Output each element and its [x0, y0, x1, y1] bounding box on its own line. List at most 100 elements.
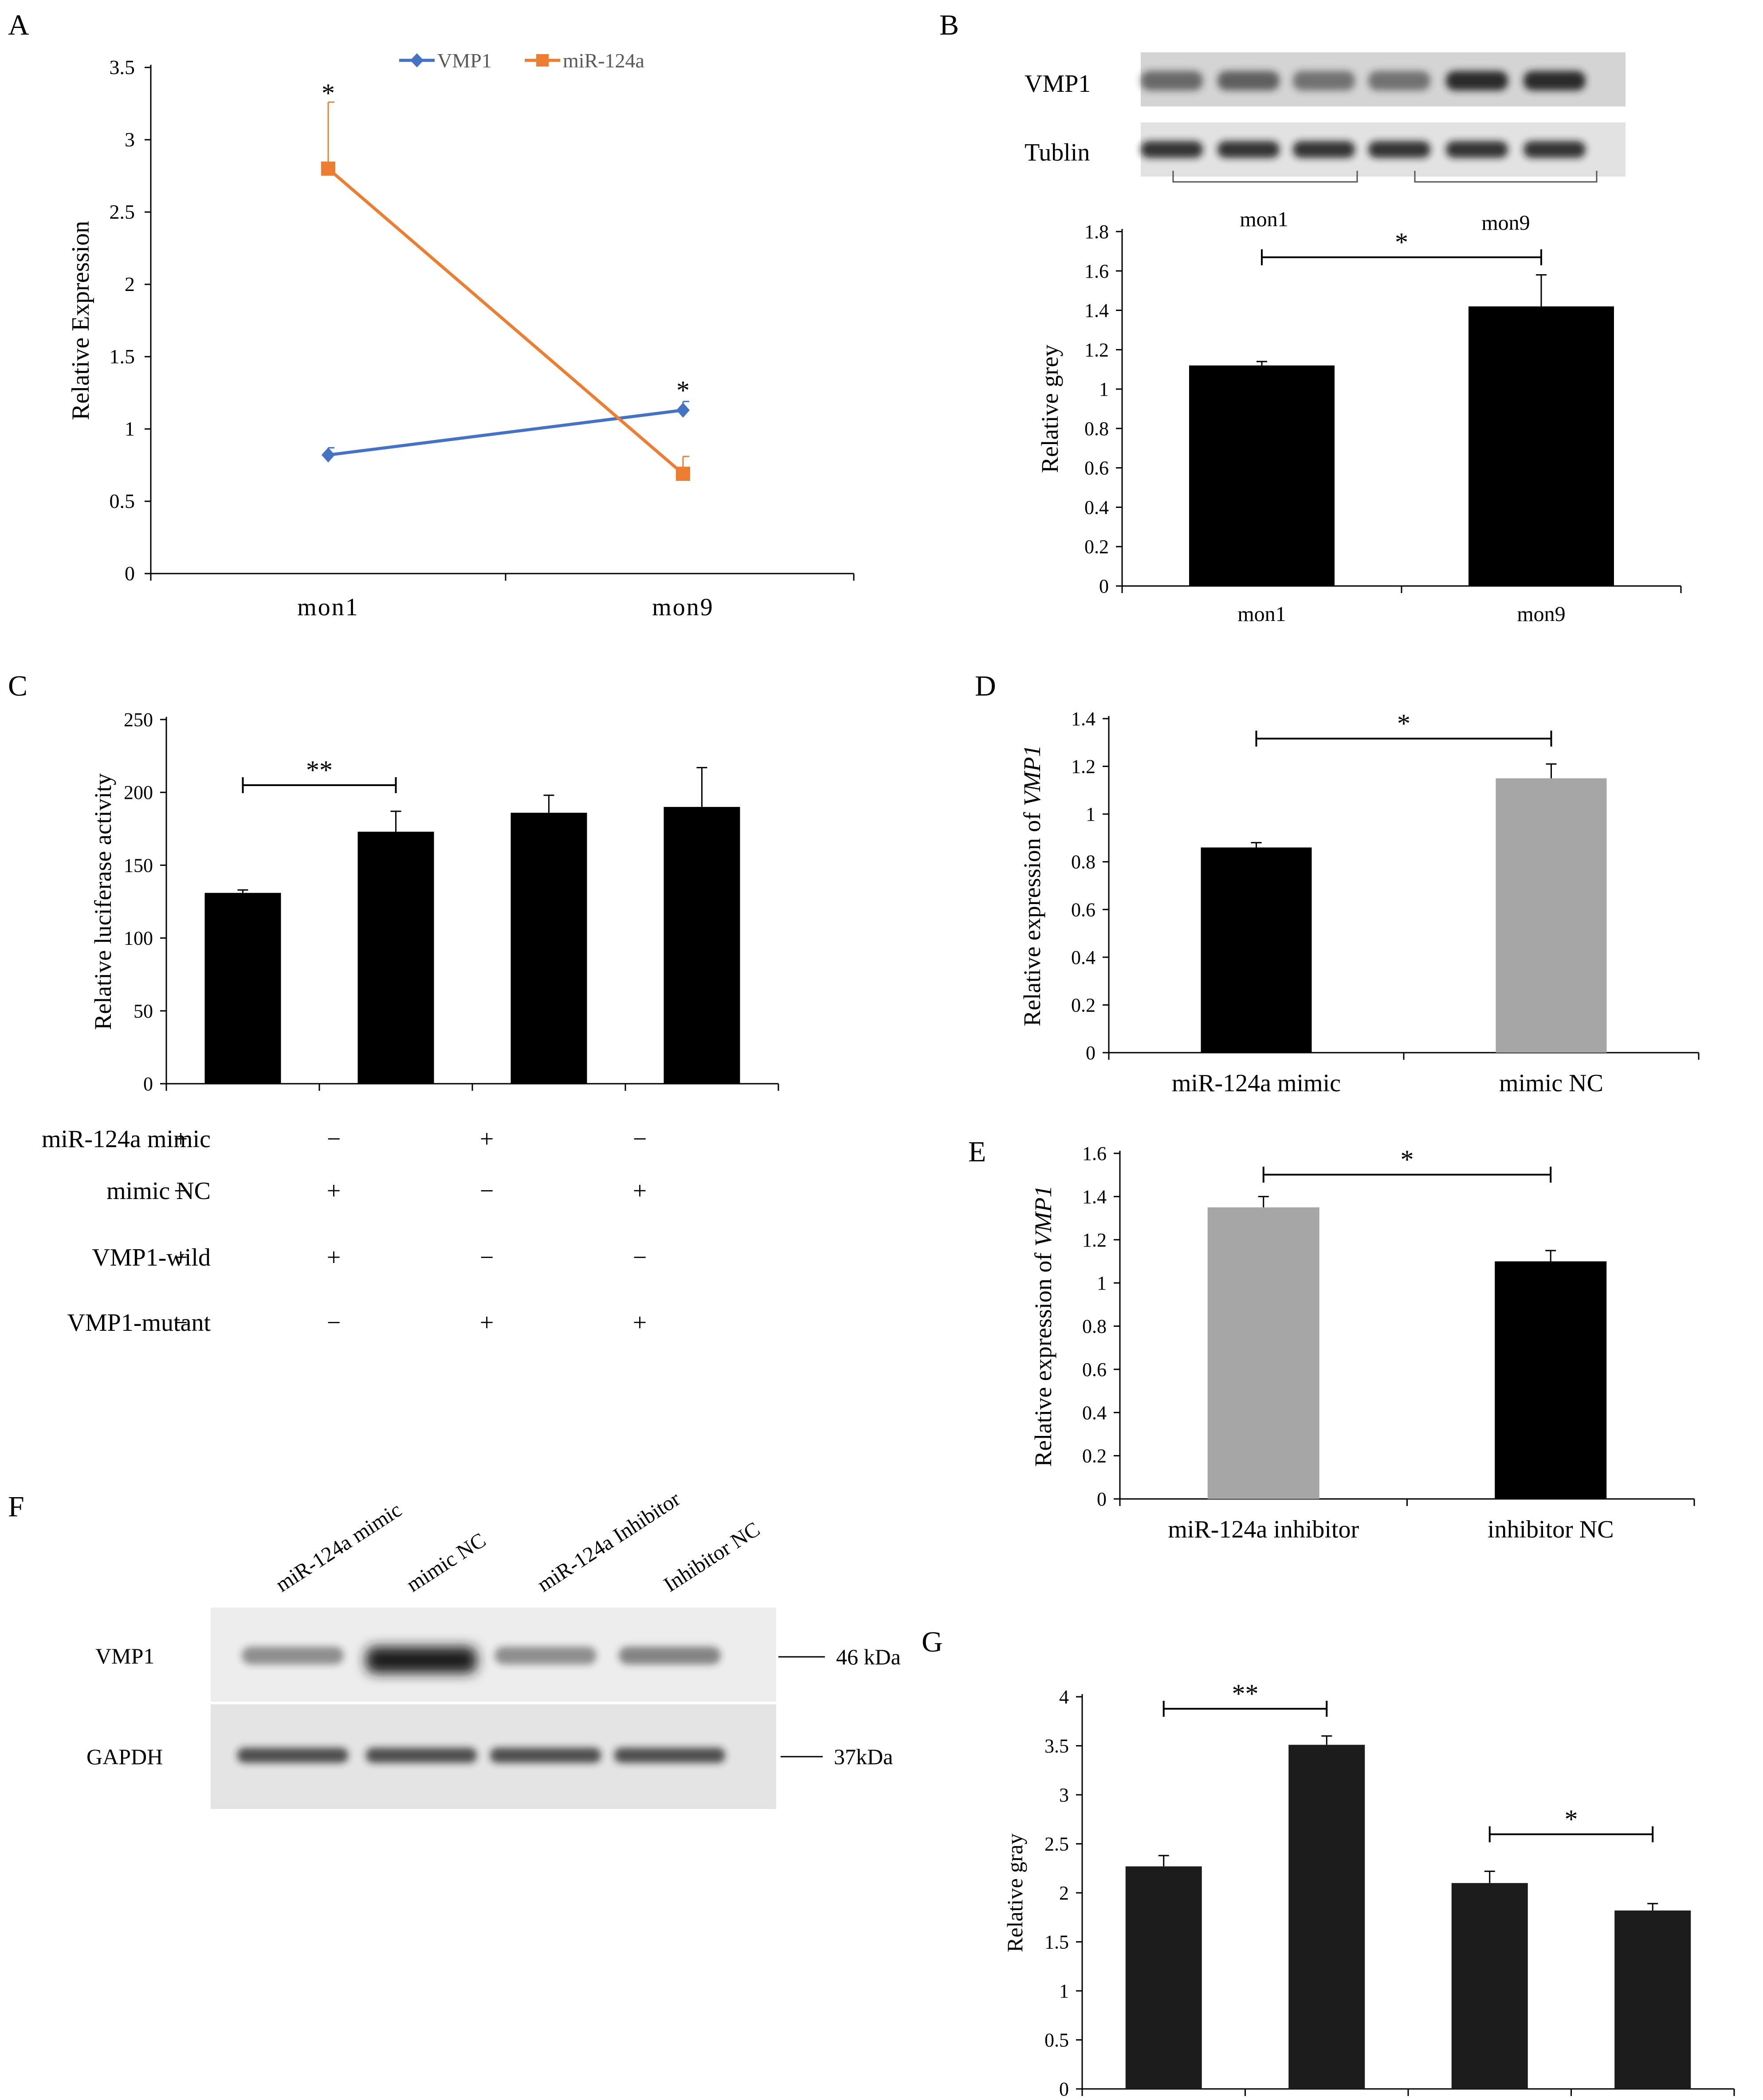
y-tick-label: 2.5 — [1044, 1833, 1069, 1855]
x-category-label: mon9 — [1517, 602, 1565, 626]
y-tick-label: 2 — [1059, 1882, 1069, 1904]
condition-label: mimic NC — [106, 1177, 211, 1205]
y-tick-label: 1.6 — [1082, 1143, 1107, 1164]
bar — [1451, 1883, 1528, 2089]
condition-sign: − — [480, 1244, 494, 1271]
series-line — [327, 167, 684, 475]
y-tick-label: 0.8 — [1071, 851, 1095, 873]
size-marker-label: 37kDa — [834, 1744, 893, 1769]
y-tick-label: 1.2 — [1082, 1229, 1107, 1251]
y-tick-label: 1 — [1059, 1980, 1069, 2002]
bar — [1469, 306, 1614, 586]
y-tick-label: 1.5 — [110, 345, 135, 368]
blot-group-bracket — [1172, 171, 1358, 183]
y-tick-label: 0 — [1059, 2078, 1069, 2100]
y-tick-label: 1.5 — [1044, 1931, 1069, 1953]
blot-band-tublin — [1293, 141, 1355, 158]
legend-marker — [410, 53, 424, 67]
y-axis-title: Relative luciferase activity — [90, 773, 116, 1030]
y-tick-label: 1 — [125, 417, 135, 440]
legend-label: VMP1 — [437, 49, 492, 72]
bar — [1496, 778, 1607, 1053]
condition-sign: + — [174, 1244, 188, 1271]
y-tick-label: 1 — [1097, 1272, 1107, 1294]
condition-sign: + — [327, 1177, 341, 1205]
x-category-label: inhibitor NC — [1488, 1516, 1614, 1543]
data-point — [321, 161, 335, 176]
y-tick-label: 0.8 — [1084, 418, 1109, 440]
y-tick-label: 3 — [1059, 1784, 1069, 1806]
blot-band-vmp1 — [1141, 71, 1203, 90]
y-tick-label: 0 — [125, 562, 135, 585]
y-tick-label: 0.6 — [1082, 1359, 1107, 1380]
condition-sign: + — [327, 1244, 341, 1271]
blot-band-gapdh — [490, 1748, 601, 1763]
bar — [664, 807, 740, 1084]
condition-sign: − — [327, 1309, 341, 1337]
significance-label: ** — [1232, 1679, 1259, 1708]
blot-group-label: mon1 — [1240, 208, 1288, 231]
blot-band-vmp1 — [366, 1647, 477, 1673]
y-tick-label: 0 — [1086, 1042, 1095, 1064]
y-tick-label: 2 — [125, 273, 135, 295]
x-category-label: mimic NC — [1499, 1070, 1603, 1097]
bar — [1189, 365, 1335, 586]
panel-label-b: B — [939, 9, 959, 41]
significance-label: * — [1401, 1145, 1414, 1174]
y-tick-label: 0.8 — [1082, 1316, 1107, 1337]
condition-sign: + — [174, 1125, 188, 1153]
y-tick-label: 0.2 — [1071, 994, 1095, 1016]
blot-lane-label: mimic NC — [402, 1528, 490, 1597]
blot-band-vmp1 — [242, 1647, 344, 1664]
data-point — [676, 467, 690, 481]
blot-band-gapdh — [366, 1748, 477, 1763]
blot-band-tublin — [1446, 141, 1508, 158]
bar — [1614, 1910, 1691, 2089]
condition-label: VMP1-wild — [92, 1244, 211, 1271]
panel-b-bar-chart: VMP1 Tublin mon1 mon9 0 0.2 0.4 0.6 0.8 1 1.2 1.4 1.… — [1025, 52, 1682, 626]
condition-label: miR-124a mimic — [42, 1125, 211, 1153]
bar — [1201, 847, 1312, 1053]
x-category-label: miR-124a inhibitor — [1168, 1516, 1359, 1543]
legend-label: miR-124a — [563, 49, 644, 72]
significance-label: * — [676, 376, 690, 405]
y-tick-label: 2.5 — [110, 201, 135, 223]
panel-e-bar-chart: 0 0.2 0.4 0.6 0.8 1 1.2 1.4 1.6 miR-124a inhibito… — [1030, 1143, 1695, 1543]
condition-sign: + — [633, 1177, 647, 1205]
y-tick-label: 1.6 — [1084, 260, 1109, 282]
condition-sign: + — [480, 1309, 494, 1337]
data-point — [322, 447, 335, 463]
x-category-label: mon9 — [652, 594, 714, 621]
data-point — [676, 402, 690, 418]
y-axis-title: Relative gray — [1002, 1833, 1027, 1952]
blot-band-tublin — [1217, 141, 1280, 158]
bar — [510, 813, 587, 1084]
blot-band-gapdh — [614, 1748, 725, 1763]
y-axis-title-text: Relative expression of — [1019, 806, 1045, 1026]
panel-a-line-chart: 0 0.5 1 1.5 2 2.5 3 3.5 mon1 mon9 Relative Express… — [67, 49, 855, 621]
significance-label: * — [1395, 228, 1408, 257]
condition-sign: + — [480, 1125, 494, 1153]
y-tick-label: 0.4 — [1084, 496, 1109, 518]
significance-label: * — [1565, 1805, 1578, 1834]
bar — [1207, 1207, 1319, 1499]
blot-row-label: VMP1 — [95, 1644, 154, 1668]
y-tick-label: 3.5 — [1044, 1735, 1069, 1757]
panel-label-f: F — [8, 1490, 24, 1523]
y-tick-label: 100 — [124, 928, 153, 949]
blot-lane-label: miR-124a mimic — [271, 1498, 406, 1597]
condition-sign: − — [480, 1177, 494, 1205]
blot-band-vmp1 — [1523, 71, 1586, 90]
y-axis-title-text: Relative expression of — [1030, 1247, 1056, 1467]
blot-band-tublin — [1523, 141, 1586, 158]
x-category-label: mon1 — [297, 594, 359, 621]
y-tick-label: 3 — [125, 128, 135, 151]
blot-band-gapdh — [237, 1748, 348, 1763]
y-axis-title: Relative grey — [1037, 345, 1063, 473]
y-tick-label: 1.4 — [1071, 708, 1095, 730]
significance-label: * — [1397, 709, 1410, 738]
y-tick-label: 150 — [124, 854, 153, 876]
y-tick-label: 1.2 — [1071, 756, 1095, 778]
y-tick-label: 0.5 — [1044, 2029, 1069, 2051]
